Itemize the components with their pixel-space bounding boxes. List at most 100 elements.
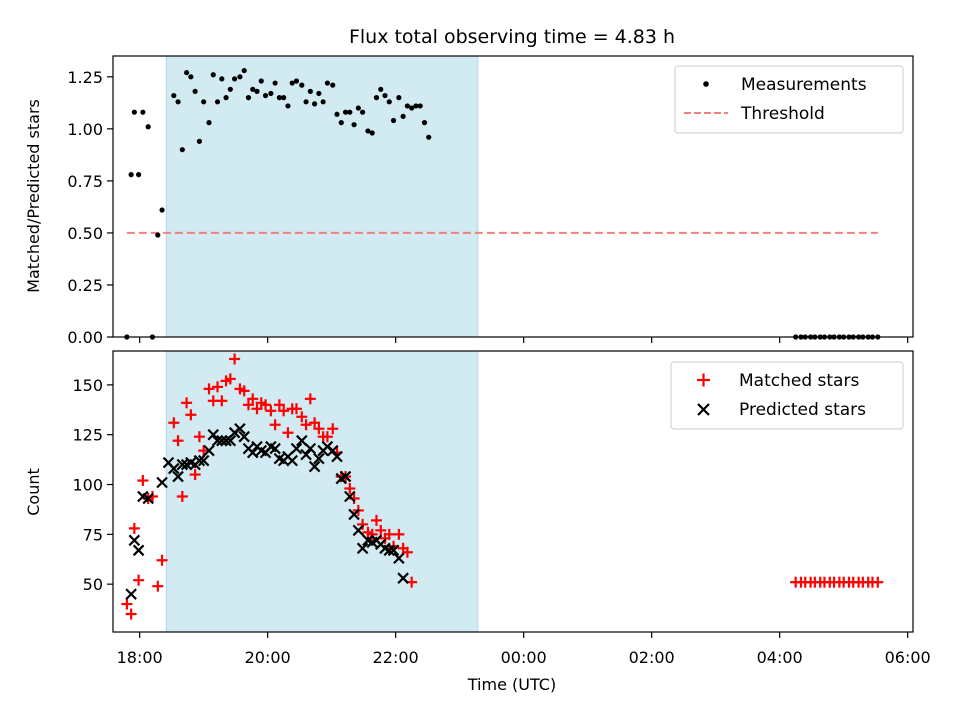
measurement-point bbox=[426, 134, 432, 140]
measurement-point bbox=[281, 95, 287, 101]
x-tick-label: 22:00 bbox=[373, 648, 419, 667]
bottom-y-axis-label: Count bbox=[24, 468, 43, 516]
matched-star-point bbox=[401, 546, 413, 558]
predicted-star-point bbox=[269, 442, 281, 455]
x-tick-label: 00:00 bbox=[501, 648, 547, 667]
matched-star-point bbox=[370, 514, 382, 526]
legend-predicted-marker bbox=[697, 403, 710, 416]
legend-threshold-label: Threshold bbox=[740, 104, 825, 124]
matched-star-point bbox=[304, 393, 316, 405]
measurement-point bbox=[155, 232, 161, 238]
measurement-point bbox=[254, 88, 260, 94]
matched-star-point bbox=[216, 395, 228, 407]
bottom-legend: Matched stars Predicted stars bbox=[670, 361, 904, 430]
legend-predicted-label: Predicted stars bbox=[739, 400, 866, 420]
y-tick-label: 0.75 bbox=[67, 172, 103, 191]
x-tick-label: 18:00 bbox=[117, 648, 163, 667]
matched-star-point bbox=[273, 399, 285, 411]
y-tick-label: 75 bbox=[83, 525, 103, 544]
matched-star-point bbox=[296, 411, 308, 423]
matched-star-point bbox=[168, 417, 180, 429]
measurement-point bbox=[245, 95, 252, 101]
predicted-star-point bbox=[176, 458, 189, 471]
x-tick-label: 02:00 bbox=[629, 648, 675, 667]
measurement-point bbox=[307, 88, 313, 94]
y-tick-label: 125 bbox=[72, 426, 103, 445]
predicted-star-point bbox=[383, 544, 396, 557]
top-axis-ticks: 0.00 0.25 0.50 0.75 1.00 1.25 bbox=[67, 68, 909, 347]
matched-star-point bbox=[309, 417, 321, 429]
measurement-point bbox=[360, 109, 366, 115]
measurement-point bbox=[196, 138, 202, 144]
matched-star-point bbox=[185, 409, 197, 421]
measurement-point bbox=[330, 82, 336, 88]
chart-title: Flux total observing time = 4.83 h bbox=[349, 26, 675, 48]
measurement-point bbox=[145, 124, 151, 130]
measurement-point bbox=[268, 90, 274, 97]
predicted-star-point bbox=[313, 452, 325, 465]
matched-star-point bbox=[212, 381, 224, 393]
legend-matched-marker bbox=[697, 373, 710, 387]
predicted-star-point bbox=[300, 448, 312, 461]
measurement-point bbox=[320, 99, 326, 105]
matched-star-point bbox=[238, 385, 250, 397]
predicted-star-point bbox=[142, 492, 154, 505]
matched-star-point bbox=[327, 423, 339, 435]
measurement-point bbox=[272, 80, 278, 86]
y-tick-label: 0.50 bbox=[67, 224, 103, 243]
measurement-point bbox=[421, 120, 428, 126]
measurement-point bbox=[390, 117, 397, 124]
measurement-point bbox=[227, 86, 233, 92]
measurement-point bbox=[378, 86, 384, 92]
measurement-point bbox=[276, 95, 282, 101]
measurement-point bbox=[159, 207, 165, 213]
matched-star-point bbox=[269, 419, 281, 431]
matched-star-point bbox=[133, 574, 145, 586]
measurement-point bbox=[219, 76, 225, 82]
measurement-point bbox=[241, 67, 247, 74]
predicted-star-point bbox=[132, 544, 145, 557]
matched-star-point bbox=[300, 419, 312, 431]
matched-star-point bbox=[128, 522, 140, 534]
predicted-star-point bbox=[128, 534, 141, 547]
measurement-point bbox=[293, 78, 300, 84]
legend-matched-label: Matched stars bbox=[739, 371, 859, 391]
predicted-star-point bbox=[246, 446, 259, 459]
measurement-point bbox=[413, 103, 419, 109]
matched-star-point bbox=[357, 518, 369, 530]
predicted-star-point bbox=[393, 552, 405, 565]
predicted-star-point bbox=[352, 524, 365, 537]
predicted-star-point bbox=[397, 572, 409, 584]
y-tick-label: 1.00 bbox=[67, 120, 103, 139]
matched-star-point bbox=[156, 554, 168, 566]
measurement-point bbox=[400, 113, 406, 119]
measurement-point bbox=[262, 92, 269, 99]
bottom-axes-frame bbox=[112, 350, 914, 633]
measurement-point bbox=[237, 74, 243, 80]
matched-star-point bbox=[375, 524, 387, 536]
legend-measurements-label: Measurements bbox=[741, 75, 867, 95]
matched-star-point bbox=[321, 431, 333, 443]
predicted-star-point bbox=[207, 428, 220, 441]
measurement-point bbox=[140, 109, 146, 115]
predicted-star-point bbox=[234, 422, 246, 435]
measurement-point bbox=[355, 105, 361, 111]
predicted-star-point bbox=[356, 542, 369, 555]
matched-star-point bbox=[189, 469, 201, 481]
y-tick-label: 1.25 bbox=[67, 68, 103, 87]
y-tick-label: 50 bbox=[83, 575, 103, 594]
measurement-point bbox=[316, 90, 322, 97]
measurement-point bbox=[365, 128, 371, 134]
measurement-point bbox=[223, 95, 229, 101]
measurement-point bbox=[131, 109, 137, 115]
matched-star-point bbox=[278, 405, 290, 417]
predicted-star-point bbox=[290, 442, 303, 455]
matched-star-point bbox=[247, 393, 259, 405]
predicted-star-point bbox=[224, 434, 237, 447]
measurement-point bbox=[214, 99, 221, 105]
y-tick-label: 100 bbox=[72, 476, 103, 495]
y-tick-label: 150 bbox=[72, 376, 103, 395]
measurement-point bbox=[386, 99, 392, 105]
matched-star-point bbox=[193, 431, 205, 443]
matched-star-point bbox=[313, 423, 325, 435]
